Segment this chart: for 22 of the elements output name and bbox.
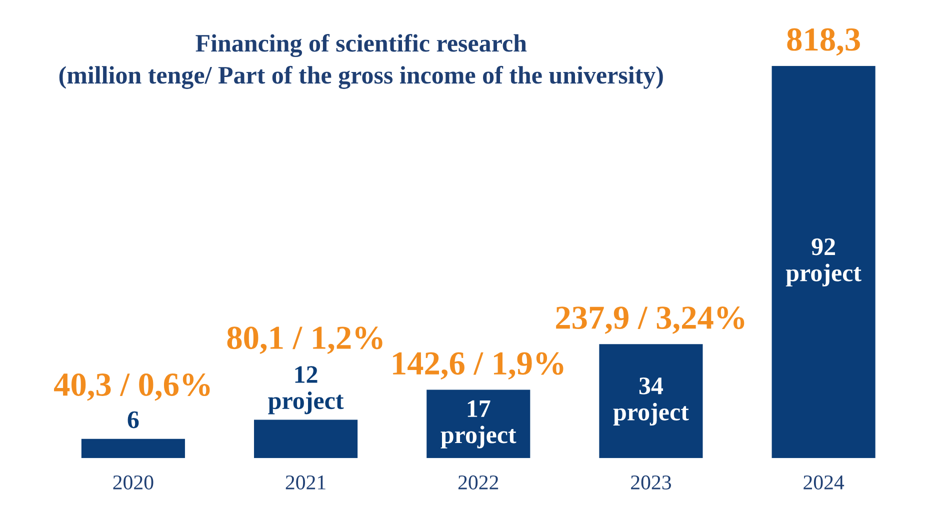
data-label: 818,3 — [787, 28, 860, 56]
x-tick-label: 2023 — [631, 475, 671, 490]
annotation: 92 project — [786, 238, 862, 286]
x-tick-label: 2020 — [113, 475, 154, 490]
bar — [772, 66, 876, 458]
x-tick-label: 2022 — [458, 475, 498, 490]
bar — [81, 438, 185, 458]
data-label: 80,1 / 1,2% — [227, 326, 382, 354]
x-tick-label: 2024 — [804, 475, 844, 490]
annotation: 6 — [128, 411, 139, 428]
annotation: 34 project — [613, 378, 689, 426]
chart-subtitle: (million tenge/ Part of the gross income of the university) — [59, 66, 663, 89]
annotation: 12 project — [268, 366, 344, 414]
bar — [426, 390, 530, 458]
data-label: 142,6 / 1,9% — [393, 352, 564, 380]
data-label: 237,9 / 3,24% — [556, 306, 744, 334]
x-tick-label: 2021 — [286, 475, 326, 490]
bar — [599, 344, 703, 458]
annotation: 17 project — [440, 400, 516, 448]
bar — [254, 420, 358, 458]
chart-title: Financing of scientific research — [196, 34, 527, 58]
data-label: 40,3 / 0,6% — [54, 373, 210, 401]
